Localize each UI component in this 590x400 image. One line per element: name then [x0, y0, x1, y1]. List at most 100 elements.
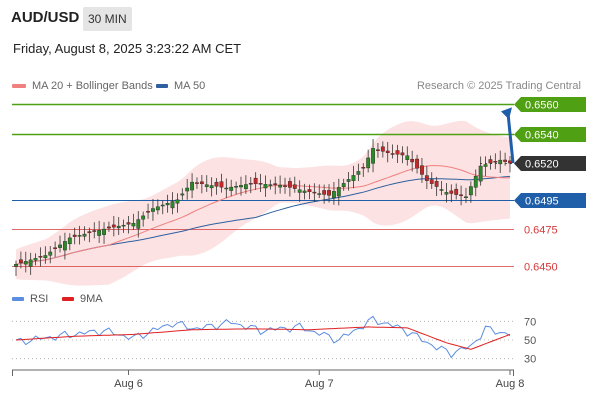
candle-body [180, 193, 185, 196]
candle-body [341, 183, 346, 188]
level-label-0.6560: 0.6560 [525, 100, 559, 112]
candle-body [263, 184, 268, 189]
symbol-label: AUD/USD [11, 9, 80, 26]
candle-body [121, 224, 126, 227]
candle-body [253, 177, 258, 185]
candle-body [97, 230, 102, 236]
candle-body [63, 241, 67, 251]
legend-9ma: 9MA [62, 293, 103, 305]
candle-body [464, 196, 468, 199]
candle-body [116, 225, 121, 229]
rsi-legend-label: RSI [30, 293, 49, 305]
forecast-arrow-head-icon [501, 107, 512, 120]
candle-body [332, 191, 336, 199]
candle-body [361, 166, 366, 169]
candle-body [371, 148, 375, 164]
candle-body [449, 190, 454, 194]
candle-body [302, 190, 307, 193]
candle-body [278, 184, 283, 188]
x-tick-label: Aug 8 [496, 378, 525, 390]
candle-body [111, 224, 116, 228]
candle-body [268, 184, 273, 186]
candle-body [483, 164, 488, 167]
level-tag-0.6540 [514, 127, 586, 142]
level-label-0.6475: 0.6475 [524, 225, 558, 237]
candle-body [126, 222, 131, 225]
candle-body [131, 222, 136, 227]
candle-body [248, 182, 253, 185]
candle-body [439, 189, 444, 191]
candle-body [405, 155, 410, 160]
candle-body [390, 153, 395, 155]
9ma-legend-label: 9MA [80, 293, 103, 305]
candle-body [459, 194, 463, 196]
candle-body [356, 171, 361, 175]
candle-body [292, 184, 297, 189]
candle-body [400, 152, 405, 156]
rsi-tick-30: 30 [524, 354, 536, 366]
candle-body [43, 255, 48, 259]
candle-body [87, 231, 92, 234]
ma20-swatch-icon [12, 84, 26, 89]
candle-body [234, 186, 238, 188]
candle-body [67, 237, 72, 245]
candle-body [478, 165, 483, 182]
candle-body [58, 244, 62, 248]
candle-body [493, 161, 498, 163]
candle-body [165, 203, 170, 206]
level-label-0.6520: 0.6520 [525, 159, 559, 171]
candle-body [376, 149, 380, 151]
legend-rsi: RSI [12, 293, 48, 305]
candle-body [288, 181, 292, 188]
x-tick-label: Aug 7 [305, 378, 334, 390]
candle-body [239, 185, 243, 188]
candle-body [219, 181, 224, 188]
candle-body [214, 181, 219, 187]
candle-body [322, 190, 327, 195]
candle-body [23, 261, 28, 265]
candle-body [503, 159, 508, 162]
9ma-swatch-icon [62, 297, 74, 302]
timeframe-button[interactable]: 30 MIN [83, 7, 132, 31]
ma20-legend-label: MA 20 + Bollinger Bands [32, 80, 153, 92]
candle-body [366, 157, 371, 169]
chart-header: AUD/USD 30 MIN [0, 0, 590, 34]
candle-body [185, 187, 190, 192]
rsi-line [15, 315, 511, 359]
candle-body [170, 201, 175, 209]
candle-body [199, 181, 204, 185]
ma50-legend-label: MA 50 [174, 80, 206, 92]
credit-label: Research © 2025 Trading Central [416, 80, 581, 92]
candle-body [283, 185, 287, 187]
candle-body [92, 230, 97, 232]
candle-body [14, 264, 18, 267]
candle-body [488, 159, 493, 164]
ma50-swatch-icon [156, 84, 168, 89]
candle-body [146, 211, 150, 213]
candle-body [204, 184, 209, 187]
level-label-0.6450: 0.6450 [524, 262, 558, 274]
ma20-line [15, 165, 510, 265]
level-tag-0.6560 [514, 97, 586, 112]
forecast-arrow-line [506, 113, 515, 164]
candle-body [336, 187, 341, 197]
candle-body [82, 233, 87, 237]
legend-ma20: MA 20 + Bollinger Bands [12, 80, 153, 92]
rsi-tick-70: 70 [524, 316, 536, 328]
candle-body [243, 184, 248, 190]
x-tick-label: Aug 6 [114, 378, 143, 390]
candle-body [151, 208, 155, 212]
candle-body [346, 179, 351, 182]
candle-body [380, 146, 385, 152]
candle-body [410, 158, 415, 163]
rsi-swatch-icon [12, 297, 24, 302]
candle-body [224, 187, 229, 190]
candle-body [312, 191, 317, 194]
candle-body [18, 259, 23, 263]
candle-body [424, 175, 429, 181]
candle-body [258, 183, 263, 185]
candle-body [136, 219, 141, 229]
candle-body [102, 228, 106, 235]
candle-body [420, 165, 424, 175]
candle-body [273, 183, 278, 186]
